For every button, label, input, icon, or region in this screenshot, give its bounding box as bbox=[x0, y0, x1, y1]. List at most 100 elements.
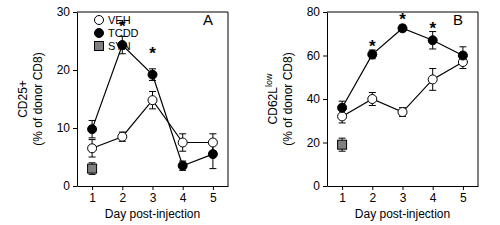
x-tick: 1 bbox=[89, 186, 96, 205]
marker bbox=[338, 112, 347, 121]
y-axis: 020406080 bbox=[307, 5, 328, 193]
error-bar bbox=[89, 163, 96, 175]
x-axis: 12345 bbox=[78, 186, 229, 205]
plot-area bbox=[88, 36, 218, 174]
y-tick-mark bbox=[323, 99, 327, 100]
error-bar-cap bbox=[119, 53, 126, 54]
error-bar bbox=[179, 161, 186, 170]
marker bbox=[398, 108, 407, 117]
x-axis-title: Day post-injection bbox=[355, 207, 450, 221]
x-tick-label: 1 bbox=[339, 191, 346, 205]
error-bar-cap bbox=[89, 157, 96, 158]
marker bbox=[178, 161, 187, 170]
y-tick-mark bbox=[323, 12, 327, 13]
legend-item: VEH bbox=[95, 14, 131, 26]
series-line bbox=[342, 28, 463, 107]
y-tick: 0 bbox=[313, 179, 327, 193]
legend-item: SYN bbox=[95, 40, 131, 52]
error-bar bbox=[89, 140, 96, 157]
x-tick-mark bbox=[403, 186, 404, 190]
y-tick-label: 20 bbox=[307, 136, 321, 150]
y-tick-label: 40 bbox=[307, 92, 321, 106]
y-axis-title-superscript: low bbox=[264, 73, 274, 87]
marker bbox=[458, 51, 467, 60]
error-bar-cap bbox=[209, 133, 216, 134]
error-bar-cap bbox=[339, 151, 346, 152]
marker bbox=[148, 70, 157, 79]
x-tick-label: 5 bbox=[460, 191, 467, 205]
error-bar-cap bbox=[209, 168, 216, 169]
x-tick-label: 1 bbox=[89, 191, 96, 205]
error-bar-cap bbox=[429, 68, 436, 69]
legend-item: TCDD bbox=[95, 27, 139, 39]
marker bbox=[178, 138, 187, 147]
x-tick: 2 bbox=[369, 186, 376, 205]
y-tick: 60 bbox=[307, 49, 327, 63]
error-bar-cap bbox=[429, 90, 436, 91]
error-bar-cap bbox=[179, 133, 186, 134]
error-bar-cap bbox=[149, 91, 156, 92]
legend: VEHTCDDSYN bbox=[95, 14, 139, 52]
x-tick: 3 bbox=[150, 186, 157, 205]
error-bar-cap bbox=[89, 174, 96, 175]
error-bar-cap bbox=[369, 92, 376, 93]
y-axis: 0 10 20 30 bbox=[57, 5, 78, 193]
panel-title: B bbox=[453, 11, 463, 28]
legend-label: TCDD bbox=[108, 27, 139, 39]
y-axis-title: (% of donor CD8) bbox=[281, 52, 295, 145]
x-tick: 3 bbox=[400, 186, 407, 205]
x-tick: 5 bbox=[460, 186, 467, 205]
x-tick-label: 4 bbox=[430, 191, 437, 205]
error-bar-cap bbox=[89, 162, 96, 163]
error-bar-cap bbox=[339, 122, 346, 123]
y-tick: 20 bbox=[57, 63, 77, 77]
error-bar-cap bbox=[149, 108, 156, 109]
annotation: * bbox=[429, 19, 436, 38]
error-bar bbox=[339, 138, 346, 151]
marker bbox=[428, 75, 437, 84]
y-tick-label: 20 bbox=[57, 63, 71, 77]
y-axis-title-text: CD25+ bbox=[16, 80, 30, 118]
error-bar bbox=[399, 108, 406, 117]
y-tick: 10 bbox=[57, 121, 77, 135]
x-axis-title: Day post-injection bbox=[105, 207, 200, 221]
x-tick: 4 bbox=[430, 186, 437, 205]
panel: 123450102030Day post-injectionCD25+(% of… bbox=[16, 5, 229, 221]
marker bbox=[338, 103, 347, 112]
frame-right bbox=[228, 12, 229, 186]
error-bar-cap bbox=[459, 46, 466, 47]
y-tick-mark bbox=[73, 70, 77, 71]
x-tick-mark bbox=[342, 186, 343, 190]
marker bbox=[208, 150, 217, 159]
y-tick: 0 bbox=[63, 179, 77, 193]
x-tick-label: 4 bbox=[180, 191, 187, 205]
y-axis-line bbox=[327, 13, 328, 187]
plot-area bbox=[338, 24, 468, 151]
y-tick-mark bbox=[323, 143, 327, 144]
y-axis-line bbox=[77, 13, 78, 187]
figure: 123450102030Day post-injectionCD25+(% of… bbox=[0, 0, 500, 225]
y-tick-mark bbox=[73, 186, 77, 187]
series-line bbox=[92, 45, 213, 166]
legend-label: VEH bbox=[108, 14, 131, 26]
x-tick-mark bbox=[92, 186, 93, 190]
x-tick-mark bbox=[372, 186, 373, 190]
error-bar bbox=[179, 134, 186, 151]
y-tick-label: 30 bbox=[57, 5, 71, 19]
error-bar-cap bbox=[89, 139, 96, 140]
x-tick: 5 bbox=[210, 186, 217, 205]
annotation: * bbox=[399, 10, 406, 29]
x-tick-mark bbox=[153, 186, 154, 190]
error-bar-cap bbox=[89, 137, 96, 138]
y-tick-mark bbox=[323, 186, 327, 187]
x-tick: 1 bbox=[339, 186, 346, 205]
error-bar-cap bbox=[339, 138, 346, 139]
marker bbox=[88, 164, 97, 173]
y-tick-mark bbox=[73, 128, 77, 129]
x-tick-label: 2 bbox=[369, 191, 376, 205]
series-line bbox=[342, 62, 463, 116]
y-tick-label: 0 bbox=[313, 179, 320, 193]
marker bbox=[88, 144, 97, 153]
marker bbox=[208, 138, 217, 147]
error-bar-cap bbox=[149, 68, 156, 69]
